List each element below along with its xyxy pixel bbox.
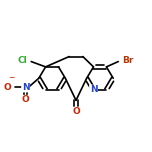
Text: O: O <box>22 95 29 104</box>
Text: Br: Br <box>122 55 133 65</box>
Text: N: N <box>90 85 97 94</box>
Text: Cl: Cl <box>18 55 27 65</box>
Text: N: N <box>22 83 29 92</box>
Text: −: − <box>9 74 15 83</box>
Text: O: O <box>72 107 80 116</box>
Text: O: O <box>4 83 12 92</box>
